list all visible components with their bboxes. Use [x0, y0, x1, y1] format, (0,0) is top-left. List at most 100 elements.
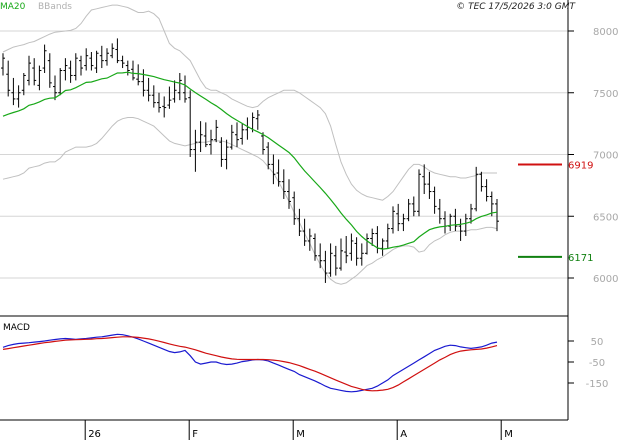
ohlc-bar [479, 171, 484, 192]
ohlc-bar [6, 60, 11, 97]
ohlc-bar [172, 80, 177, 103]
ohlc-bar [141, 69, 146, 97]
ohlc-bar [328, 243, 333, 277]
ohlc-bar [193, 129, 198, 172]
ohlc-bar [417, 169, 421, 217]
ohlc-bar [162, 96, 167, 118]
ohlc-bar [489, 191, 494, 217]
legend-bbands: BBands [38, 2, 72, 12]
ohlc-bar [115, 38, 120, 64]
ohlc-bar [391, 206, 395, 234]
macd-y-ticks: 50 -50 -150 [568, 337, 608, 390]
ohlc-bar [437, 198, 442, 224]
ohlc-bar [302, 218, 307, 246]
macd-tick-label: -50 [589, 358, 605, 369]
ohlc-bar [16, 85, 21, 108]
ohlc-bar [42, 44, 47, 73]
ohlc-bar [229, 124, 234, 150]
price-grid [0, 30, 568, 279]
ohlc-bar [307, 228, 312, 251]
ohlc-bar [110, 43, 115, 59]
ohlc-bar [406, 198, 411, 222]
ohlc-bar [183, 75, 187, 103]
ohlc-bar [84, 48, 89, 71]
level-label: 6919 [568, 161, 593, 172]
ohlc-bar [94, 50, 99, 73]
ohlc-bar [261, 132, 265, 155]
ohlc-bar [453, 208, 458, 232]
ohlc-bar [240, 123, 245, 145]
macd-lines [2, 333, 498, 393]
ohlc-bar [354, 237, 359, 266]
ohlc-bars [1, 38, 499, 283]
ohlc-bar [1, 53, 5, 76]
ohlc-bar [188, 90, 193, 157]
legend-ma20: MA20 [0, 2, 26, 12]
ohlc-bar [214, 119, 219, 143]
ohlc-bar [495, 198, 499, 232]
price-tick-label: 7500 [593, 89, 618, 100]
ohlc-bar [339, 238, 343, 271]
ohlc-bar [333, 245, 338, 276]
level-lines: 6919 6171 [518, 161, 593, 264]
ohlc-bar [68, 60, 73, 83]
macd-tick-label: 50 [591, 337, 604, 348]
x-tick-label: 26 [88, 429, 101, 440]
ohlc-bar [385, 223, 390, 249]
ohlc-bar [157, 92, 161, 113]
ohlc-bar [47, 53, 52, 88]
ohlc-bar [37, 65, 42, 91]
ohlc-bar [375, 226, 380, 254]
ohlc-bar [443, 211, 447, 234]
ohlc-bar [255, 110, 260, 130]
ohlc-bar [235, 122, 239, 148]
ohlc-bar [21, 72, 26, 96]
ohlc-bar [79, 55, 83, 76]
ohlc-bar [136, 64, 141, 86]
ohlc-bar [53, 75, 57, 101]
ohlc-bar [463, 213, 468, 237]
ohlc-bar [318, 243, 323, 269]
ohlc-bar [224, 139, 229, 170]
level-label: 6171 [568, 253, 593, 264]
ohlc-bar [131, 60, 135, 81]
price-y-ticks: 6000 6500 7000 7500 8000 [568, 27, 618, 285]
price-tick-label: 6000 [593, 274, 618, 285]
ohlc-bar [474, 166, 479, 212]
ohlc-bar [349, 233, 354, 261]
ohlc-bar [297, 208, 302, 237]
ohlc-bar [359, 243, 364, 266]
ohlc-bar [167, 86, 172, 109]
ohlc-bar [120, 55, 125, 69]
x-tick-label: M [296, 429, 305, 440]
ohlc-bar [198, 121, 203, 153]
ohlc-bar [271, 154, 276, 185]
ma20-polyline [2, 71, 498, 250]
ohlc-bar [32, 58, 37, 86]
ohlc-bar [276, 159, 281, 187]
ohlc-bar [401, 213, 406, 232]
ohlc-bar [281, 169, 286, 199]
ohlc-bar [427, 171, 432, 199]
price-tick-label: 8000 [593, 27, 618, 38]
ohlc-bar [63, 58, 68, 81]
macd-line [2, 333, 498, 393]
ohlc-bar [219, 137, 224, 167]
ohlc-bar [125, 60, 130, 76]
ohlc-bar [292, 191, 297, 225]
macd-title: MACD [3, 323, 30, 333]
ohlc-bar [365, 233, 369, 255]
ohlc-bar [151, 85, 156, 108]
x-tick-label: A [400, 429, 407, 440]
bb-lower-line [2, 117, 498, 285]
ohlc-bar [146, 77, 151, 102]
ohlc-bar [11, 77, 16, 106]
ohlc-bar [245, 117, 250, 140]
ohlc-bar [287, 179, 291, 209]
x-tick-label: F [192, 429, 198, 440]
ohlc-bar [89, 51, 94, 71]
ohlc-bar [323, 250, 328, 283]
ohlc-bar [27, 55, 31, 86]
bollinger-bands [2, 4, 498, 285]
